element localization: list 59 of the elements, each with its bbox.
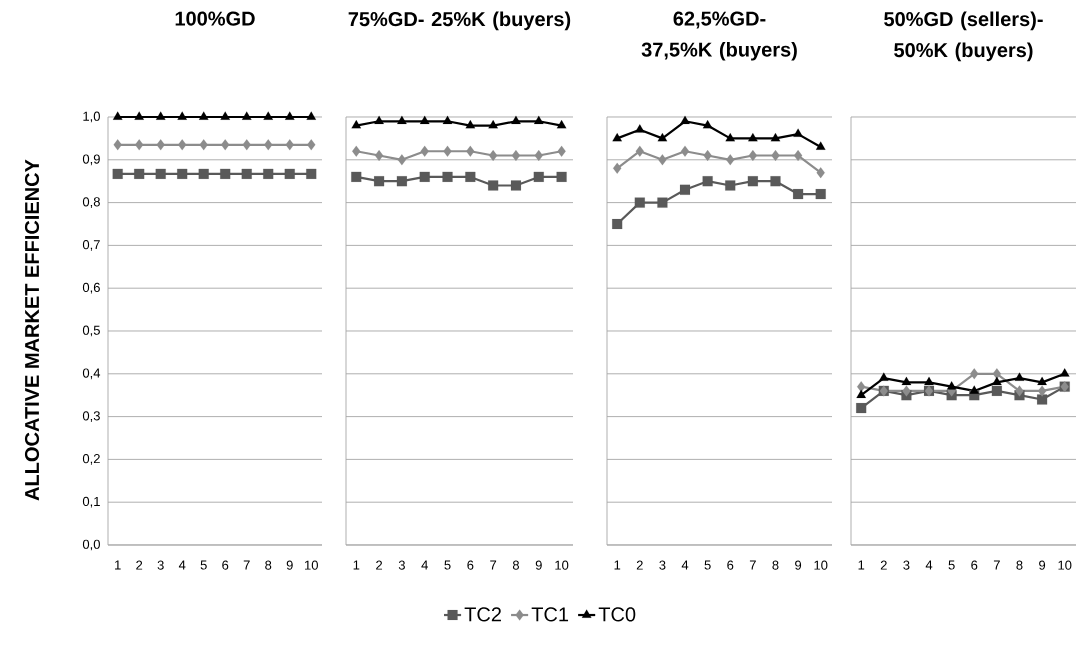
chart-title: 75%GD- 25%K (buyers) bbox=[348, 11, 571, 31]
x-tick-label: 4 bbox=[178, 560, 186, 570]
x-tick-label: 6 bbox=[467, 560, 474, 570]
x-tick-label: 3 bbox=[157, 560, 164, 570]
y-axis-title: ALLOCATIVE MARKET EFFICIENCY bbox=[24, 159, 40, 501]
x-tick-label: 6 bbox=[971, 560, 978, 570]
x-tick-label: 5 bbox=[704, 560, 711, 570]
y-tick-label: 0,3 bbox=[82, 411, 100, 422]
x-tick-label: 3 bbox=[903, 560, 910, 570]
y-tick-label: 0,9 bbox=[82, 154, 100, 166]
x-tick-label: 4 bbox=[421, 560, 428, 570]
y-tick-label: 0,7 bbox=[82, 240, 100, 251]
x-tick-label: 10 bbox=[1058, 560, 1072, 570]
legend-label: TC0 bbox=[598, 607, 636, 622]
x-tick-label: 2 bbox=[880, 560, 887, 570]
x-tick-label: 9 bbox=[1039, 560, 1046, 570]
x-tick-label: 6 bbox=[222, 560, 229, 570]
x-tick-label: 7 bbox=[749, 560, 756, 570]
x-tick-label: 1 bbox=[353, 560, 360, 570]
y-tick-label: 0,0 bbox=[82, 539, 100, 551]
legend-label: TC2 bbox=[464, 607, 501, 622]
y-tick-label: 0,2 bbox=[82, 454, 100, 465]
x-tick-label: 4 bbox=[925, 560, 933, 570]
legend-label: TC1 bbox=[531, 607, 569, 622]
x-tick-label: 7 bbox=[243, 560, 250, 570]
x-tick-label: 1 bbox=[858, 560, 865, 570]
x-tick-label: 8 bbox=[772, 560, 779, 570]
x-tick-label: 7 bbox=[490, 560, 497, 570]
x-tick-label: 5 bbox=[948, 560, 955, 570]
chart-title: 50%GD (sellers)- 50%K (buyers) bbox=[884, 11, 1043, 62]
x-tick-label: 10 bbox=[305, 560, 318, 570]
x-tick-label: 8 bbox=[1016, 560, 1023, 570]
x-tick-label: 7 bbox=[993, 560, 1000, 570]
x-tick-label: 1 bbox=[614, 560, 621, 570]
chart-title: 100%GD bbox=[175, 11, 255, 26]
x-tick-label: 3 bbox=[659, 560, 666, 570]
y-tick-label: 0,4 bbox=[82, 368, 101, 380]
x-tick-label: 8 bbox=[265, 560, 272, 570]
x-tick-label: 9 bbox=[286, 560, 293, 570]
x-tick-label: 9 bbox=[795, 560, 802, 570]
y-tick-label: 0,1 bbox=[82, 496, 100, 508]
x-tick-label: 10 bbox=[814, 560, 828, 570]
y-tick-label: 1,0 bbox=[83, 111, 100, 123]
x-tick-label: 6 bbox=[727, 560, 734, 570]
x-tick-label: 5 bbox=[200, 560, 207, 570]
chart-title: 62,5%GD- 37,5%K (buyers) bbox=[641, 11, 797, 61]
x-tick-label: 2 bbox=[136, 560, 143, 570]
x-tick-label: 1 bbox=[115, 560, 121, 570]
y-tick-label: 0,6 bbox=[82, 282, 100, 294]
x-tick-label: 3 bbox=[398, 560, 405, 570]
x-tick-label: 4 bbox=[681, 560, 689, 570]
x-tick-label: 2 bbox=[636, 560, 643, 570]
y-tick-label: 0,5 bbox=[82, 325, 100, 337]
x-tick-label: 8 bbox=[512, 560, 520, 570]
x-tick-label: 10 bbox=[555, 560, 569, 570]
x-tick-label: 9 bbox=[535, 560, 542, 570]
y-tick-label: 0,8 bbox=[82, 197, 100, 208]
x-tick-label: 2 bbox=[376, 560, 383, 570]
x-tick-label: 5 bbox=[444, 560, 451, 570]
